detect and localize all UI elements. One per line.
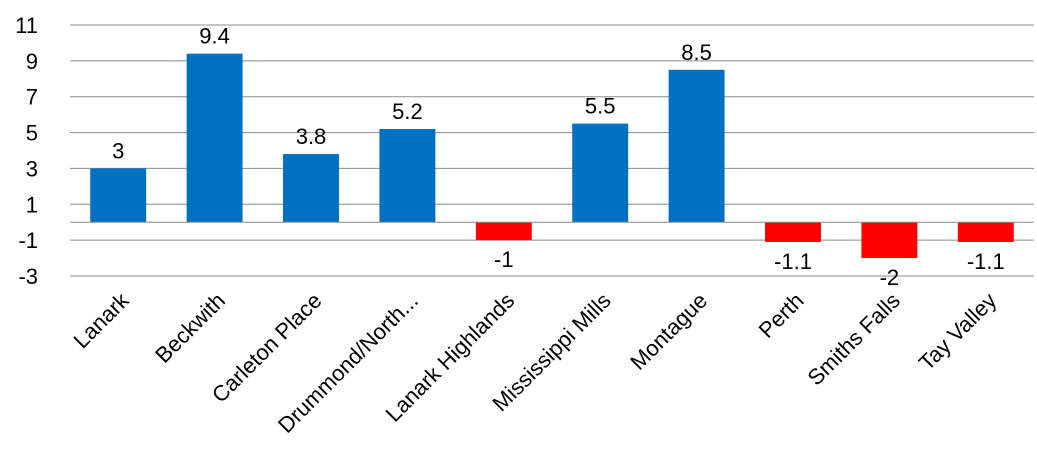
data-label-tay-valley: -1.1 [967, 249, 1005, 274]
category-label-lanark: Lanark [68, 287, 134, 353]
data-label-lanark-highlands: -1 [494, 247, 514, 272]
bar-drummond-north [379, 128, 436, 223]
bar-perth [765, 222, 821, 242]
bars [90, 53, 1014, 259]
y-axis-tick-labels: 11 9 7 5 3 1 -1 -3 [15, 13, 38, 289]
data-label-mississippi-mills: 5.5 [585, 94, 616, 119]
y-tick-label-5: 5 [26, 121, 38, 146]
category-label-perth: Perth [754, 288, 809, 343]
category-label-tay-valley: Tay Valley [914, 288, 1001, 375]
data-labels: 3 9.4 3.8 5.2 -1 5.5 8.5 -1.1 -2 -1.1 [112, 24, 1005, 290]
category-label-smiths-falls: Smiths Falls [803, 288, 905, 390]
y-tick-label-1: -1 [18, 228, 38, 253]
bar-montague [668, 69, 725, 223]
data-label-montague: 8.5 [681, 40, 712, 65]
bar-smiths-falls [861, 222, 918, 259]
y-tick-label-9: 9 [26, 49, 38, 74]
bar-tay-valley [957, 222, 1014, 242]
data-label-smiths-falls: -2 [880, 265, 900, 290]
bar-carleton-place [283, 154, 339, 223]
y-tick-label-11: 11 [15, 13, 38, 38]
y-tick-label-3: -3 [18, 264, 38, 289]
bar-beckwith [186, 53, 243, 223]
category-label-beckwith: Beckwith [150, 288, 230, 368]
y-tick-label-3: 3 [26, 156, 38, 181]
data-label-perth: -1.1 [774, 249, 812, 274]
y-tick-label-1: 1 [26, 192, 38, 217]
category-label-montague: Montague [625, 288, 712, 375]
data-label-lanark: 3 [112, 138, 124, 163]
data-label-carleton-place: 3.8 [296, 124, 327, 149]
bar-mississippi-mills [572, 123, 629, 223]
data-label-beckwith: 9.4 [199, 24, 230, 49]
bar-lanark-highlands [475, 222, 532, 241]
data-label-drummond-north: 5.2 [392, 99, 423, 124]
bar-lanark [90, 168, 147, 223]
y-tick-label-7: 7 [26, 85, 38, 110]
